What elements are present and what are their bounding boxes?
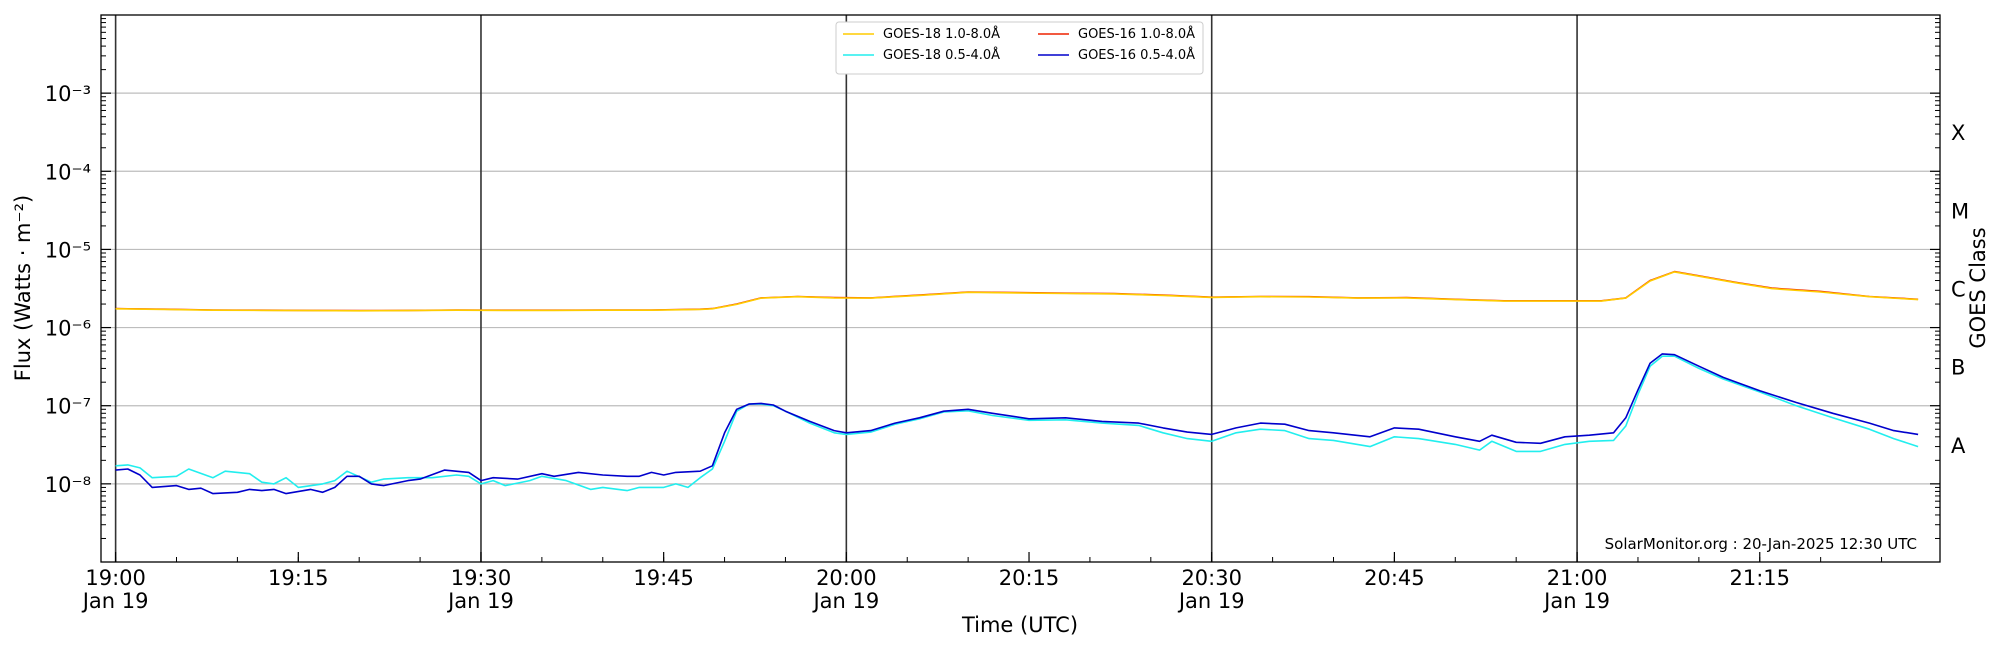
- x-tick-label: 19:00: [85, 566, 146, 590]
- day-vertical-lines: [114, 15, 1578, 562]
- x-tick-label: 20:00: [816, 566, 877, 590]
- x-tick-label: 19:30: [451, 566, 512, 590]
- x-tick-label: 20:30: [1181, 566, 1242, 590]
- x-axis-title: Time (UTC): [961, 613, 1078, 637]
- plot-frame: [100, 14, 1941, 563]
- x-tick-label: 21:00: [1547, 566, 1608, 590]
- x-tick-label: 19:45: [633, 566, 694, 590]
- series-line-goes-18-1-0-8-0-: [115, 271, 1919, 312]
- goes-class-label: X: [1951, 121, 1965, 145]
- x-tick-date-label: Jan 19: [446, 589, 514, 613]
- x-tick-date-label: Jan 19: [811, 589, 879, 613]
- y-tick-label: 10⁻⁴: [45, 160, 91, 184]
- series-line-goes-16-0-5-4-0-: [115, 353, 1919, 495]
- x-tick-label: 20:15: [999, 566, 1060, 590]
- series-lines: [115, 270, 1919, 495]
- source-annotation: SolarMonitor.org : 20-Jan-2025 12:30 UTC: [1605, 535, 1917, 553]
- y-tick-label: 10⁻⁸: [45, 473, 91, 497]
- series-line-goes-18-0-5-4-0-: [115, 355, 1919, 492]
- legend-label: GOES-18 1.0-8.0Å: [883, 26, 1000, 42]
- legend-label: GOES-16 1.0-8.0Å: [1078, 26, 1195, 42]
- x-tick-label: 20:45: [1364, 566, 1425, 590]
- goes-class-label: A: [1951, 434, 1966, 458]
- goes-class-labels: A B C M X: [1951, 121, 1969, 458]
- goes-class-label: C: [1951, 278, 1966, 302]
- x-tick-label: 19:15: [268, 566, 329, 590]
- goes-class-label: M: [1951, 199, 1969, 223]
- y-tick-label: 10⁻⁶: [45, 317, 91, 341]
- grid-lines: [101, 92, 1940, 485]
- y-tick-label: 10⁻³: [45, 82, 91, 106]
- right-axis-title: GOES Class: [1966, 227, 1990, 348]
- y-tick-label: 10⁻⁵: [45, 238, 91, 262]
- x-tick-label: 21:15: [1729, 566, 1790, 590]
- y-tick-labels: 10⁻⁸ 10⁻⁷ 10⁻⁶ 10⁻⁵ 10⁻⁴ 10⁻³: [45, 82, 91, 497]
- legend-label: GOES-18 0.5-4.0Å: [883, 47, 1000, 63]
- x-tick-date-label: Jan 19: [81, 589, 149, 613]
- axis-ticks: [101, 18, 1940, 562]
- y-axis-title: Flux (Watts · m⁻²): [11, 195, 35, 381]
- x-tick-date-label: Jan 19: [1177, 589, 1245, 613]
- legend-label: GOES-16 0.5-4.0Å: [1078, 47, 1195, 63]
- goes-class-label: B: [1951, 356, 1965, 380]
- x-tick-date-label: Jan 19: [1542, 589, 1610, 613]
- legend: GOES-18 1.0-8.0Å GOES-18 0.5-4.0Å GOES-16 …: [835, 21, 1204, 75]
- y-tick-label: 10⁻⁷: [45, 395, 91, 419]
- legend-box: [835, 21, 1204, 75]
